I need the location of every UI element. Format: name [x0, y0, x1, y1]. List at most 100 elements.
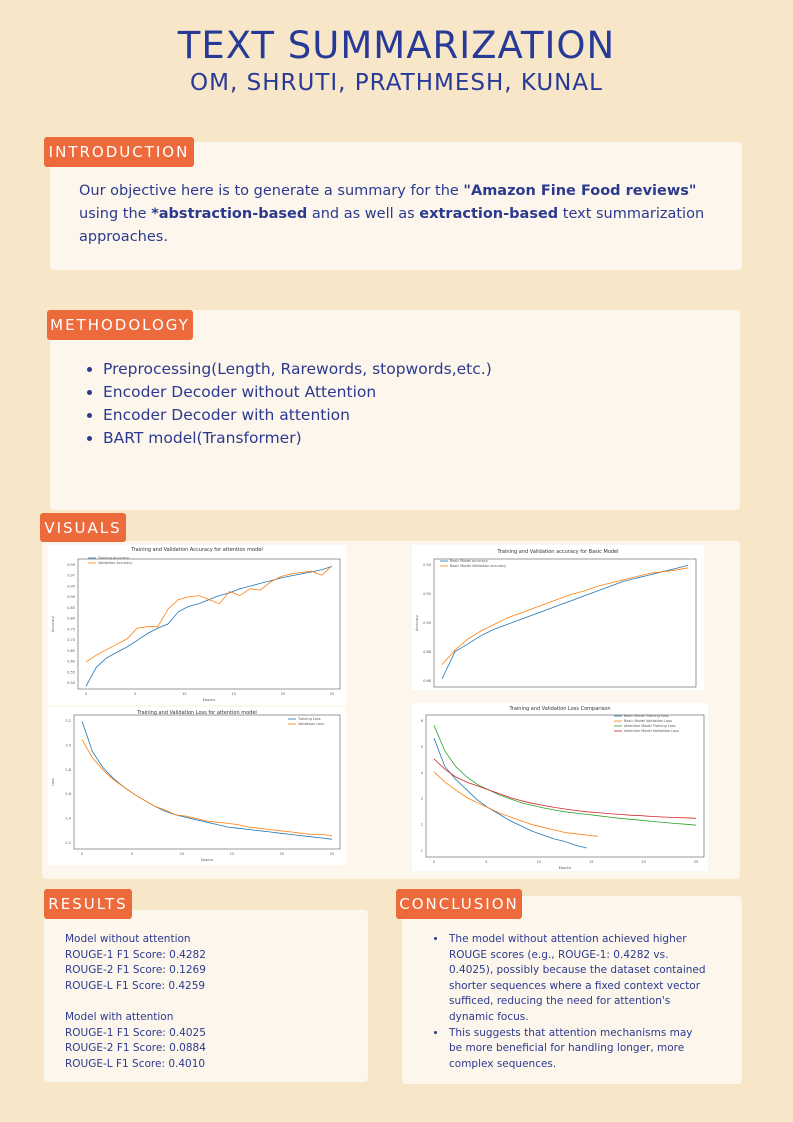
x-tick-label: 5 [134, 692, 136, 696]
y-tick-label: 0.90 [67, 595, 75, 599]
legend-label: Validation Accuracy [98, 561, 132, 565]
y-tick-label: 0.50 [67, 681, 75, 685]
x-tick-label: 25 [330, 852, 334, 856]
plot-frame [73, 714, 341, 850]
y-axis-label: Accuracy [51, 616, 55, 632]
visuals-label: VISUALS [40, 513, 126, 542]
methodology-item: Encoder Decoder without Attention [103, 381, 723, 404]
methodology-item: Preprocessing(Length, Rarewords, stopwor… [103, 358, 723, 381]
y-tick-label: 0.88 [423, 650, 431, 654]
x-tick-label: 5 [485, 860, 487, 864]
series-line [433, 738, 587, 849]
results-line: ROUGE-2 F1 Score: 0.1269 [65, 964, 206, 977]
y-tick-label: 2 [421, 823, 423, 827]
y-tick-label: 0.80 [67, 617, 75, 621]
chart-basic-accuracy: Training and Validation accuracy for Bas… [412, 545, 704, 690]
chart-title: Training and Validation Loss for attenti… [136, 710, 257, 716]
y-tick-label: 0.92 [423, 592, 431, 596]
chart-loss-comparison: Training and Validation Loss Comparison … [412, 703, 708, 871]
series-line [433, 725, 697, 826]
conclusion-card [402, 896, 742, 1084]
chart-title: Training and Validation Loss Comparison [508, 706, 610, 712]
y-tick-label: 3.2 [65, 719, 71, 723]
intro-text-part: and as well as [307, 206, 420, 222]
poster-title: TEXT SUMMARIZATION [177, 24, 616, 67]
legend-label: Training Accuracy [97, 556, 129, 560]
chart-title: Training and Validation Accuracy for att… [130, 547, 262, 553]
series-line [433, 771, 598, 837]
conclusion-item: This suggests that attention mechanisms … [447, 1026, 707, 1073]
legend-label: Basic Model Training Loss [624, 714, 669, 718]
x-tick-label: 10 [182, 692, 186, 696]
chart-attention-accuracy: Training and Validation Accuracy for att… [48, 545, 346, 705]
results-line: ROUGE-L F1 Score: 0.4010 [65, 1057, 206, 1070]
x-tick-label: 20 [641, 860, 645, 864]
legend-label: Basic Model Validation accuracy [450, 564, 506, 568]
y-tick-label: 0.97 [67, 574, 75, 578]
y-tick-label: 0.60 [67, 660, 75, 664]
x-tick-label: 20 [280, 852, 284, 856]
results-line: ROUGE-1 F1 Score: 0.4282 [65, 948, 206, 961]
series-line [433, 758, 697, 819]
y-tick-label: 3.0 [65, 743, 71, 747]
series-line [81, 720, 333, 840]
x-tick-label: 0 [81, 852, 83, 856]
results-card [44, 910, 368, 1082]
y-tick-label: 0.55 [67, 670, 75, 674]
methodology-label: METHODOLOGY [47, 310, 193, 340]
conclusion-item: The model without attention achieved hig… [447, 932, 707, 1026]
y-tick-label: 3 [421, 797, 423, 801]
y-tick-label: 1 [421, 849, 423, 853]
y-tick-label: 0.85 [67, 606, 75, 610]
y-tick-label: 2.2 [65, 841, 71, 845]
y-tick-label: 2.4 [65, 817, 71, 821]
poster-authors: OM, SHRUTI, PRATHMESH, KUNAL [190, 70, 603, 96]
results-line: Model with attention [65, 1010, 174, 1023]
x-tick-label: 0 [85, 692, 87, 696]
legend-label: Attention Model Training Loss [624, 724, 676, 728]
results-line: ROUGE-1 F1 Score: 0.4025 [65, 1026, 206, 1039]
methodology-card [50, 310, 740, 510]
legend-label: Validation Loss [298, 722, 324, 726]
plot-frame [433, 558, 697, 688]
intro-text-part: text summarization approaches. [79, 206, 705, 245]
y-axis-label: Accuracy [415, 615, 419, 631]
series-line [85, 565, 333, 663]
x-axis-label: Epochs [559, 866, 572, 870]
methodology-list: Preprocessing(Length, Rarewords, stopwor… [83, 358, 723, 450]
y-tick-label: 0.86 [423, 679, 431, 683]
legend-label: Basic Model accuracy [450, 559, 488, 563]
methodology-item: Encoder Decoder with attention [103, 404, 723, 427]
results-line: ROUGE-L F1 Score: 0.4259 [65, 979, 206, 992]
conclusion-list: The model without attention achieved hig… [437, 932, 707, 1072]
y-tick-label: 0.75 [67, 627, 75, 631]
x-tick-label: 15 [230, 852, 234, 856]
y-tick-label: 2.6 [65, 792, 71, 796]
results-label: RESULTS [44, 889, 132, 919]
results-line: Model without attention [65, 933, 191, 945]
y-tick-label: 0.95 [67, 584, 75, 588]
conclusion-label: CONCLUSION [396, 889, 522, 919]
chart-title: Training and Validation accuracy for Bas… [496, 549, 618, 555]
intro-bold-dataset: "Amazon Fine Food reviews" [463, 183, 697, 199]
x-tick-label: 15 [231, 692, 235, 696]
y-tick-label: 5 [421, 745, 423, 749]
y-axis-label: Loss [51, 778, 55, 786]
results-line: ROUGE-2 F1 Score: 0.0884 [65, 1042, 206, 1055]
y-tick-label: 0.70 [67, 638, 75, 642]
y-tick-label: 4 [421, 771, 424, 775]
intro-text-part: Our objective here is to generate a summ… [79, 183, 464, 199]
x-tick-label: 20 [281, 692, 285, 696]
conclusion-list-wrap: The model without attention achieved hig… [437, 932, 707, 1072]
x-axis-label: Epochs [201, 858, 214, 862]
results-text: Model without attention ROUGE-1 F1 Score… [65, 932, 355, 1072]
legend-label: Training Loss [297, 717, 321, 721]
series-line [441, 565, 689, 680]
introduction-text: Our objective here is to generate a summ… [79, 180, 719, 249]
x-tick-label: 25 [330, 692, 334, 696]
x-tick-label: 5 [131, 852, 133, 856]
intro-bold-abstraction: *abstraction-based [151, 206, 308, 222]
intro-bold-extraction: extraction-based [419, 206, 559, 222]
methodology-item: BART model(Transformer) [103, 427, 723, 450]
y-tick-label: 0.90 [423, 621, 431, 625]
